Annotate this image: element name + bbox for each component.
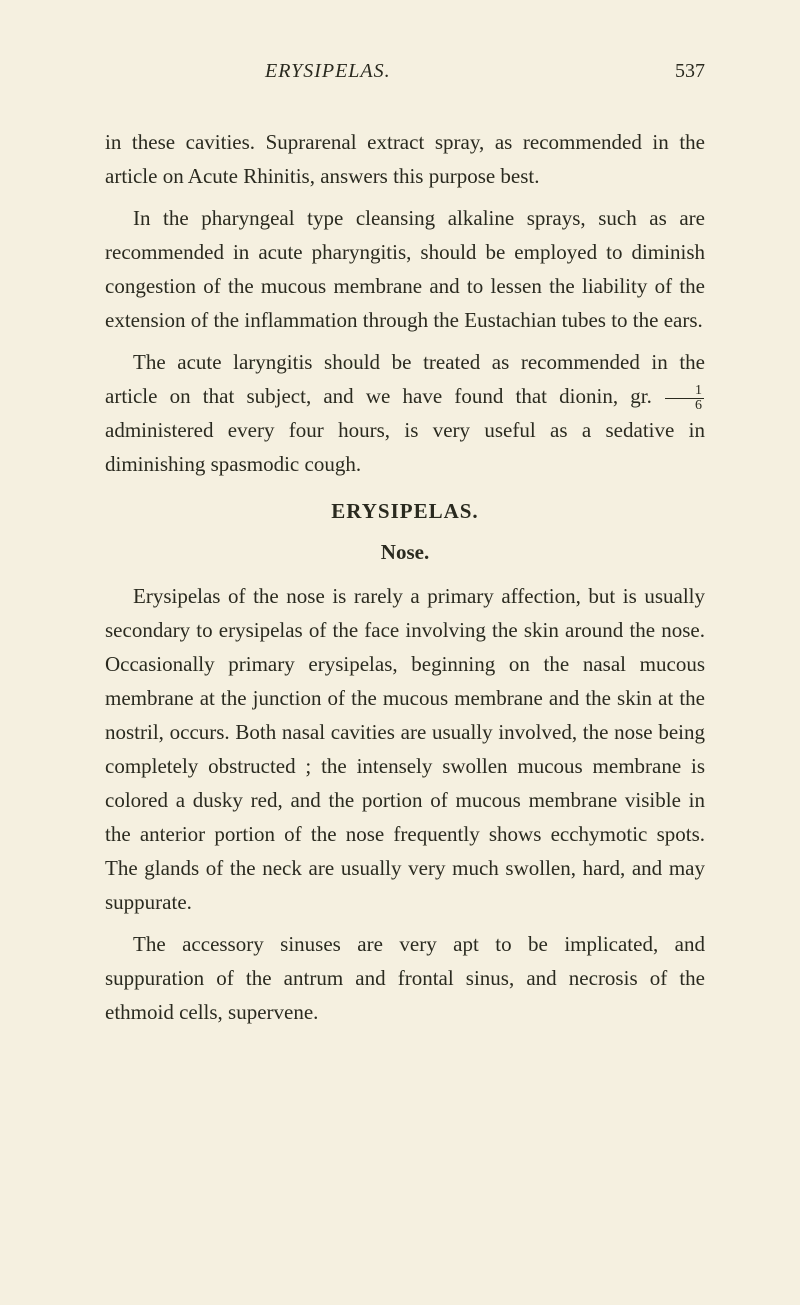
fraction-numerator: 1 <box>665 384 704 399</box>
paragraph-1: in these cavities. Suprarenal extract sp… <box>105 125 705 193</box>
subsection-title: Nose. <box>105 540 705 565</box>
running-head: ERYSIPELAS. <box>265 60 391 83</box>
page-header: ERYSIPELAS. 537 <box>105 60 705 83</box>
paragraph-3: The acute laryngitis should be treated a… <box>105 345 705 481</box>
paragraph-3-after: administered every four hours, is very u… <box>105 418 705 476</box>
paragraph-5: The accessory sinuses are very apt to be… <box>105 927 705 1029</box>
fraction-one-sixth: 16 <box>665 384 704 413</box>
section-title: ERYSIPELAS. <box>105 499 705 524</box>
fraction-denominator: 6 <box>665 399 704 413</box>
paragraph-3-before: The acute laryngitis should be treated a… <box>105 350 705 408</box>
page-number: 537 <box>675 60 705 83</box>
paragraph-4: Erysipelas of the nose is rarely a prima… <box>105 579 705 919</box>
paragraph-2: In the pharyngeal type cleansing alkalin… <box>105 201 705 337</box>
